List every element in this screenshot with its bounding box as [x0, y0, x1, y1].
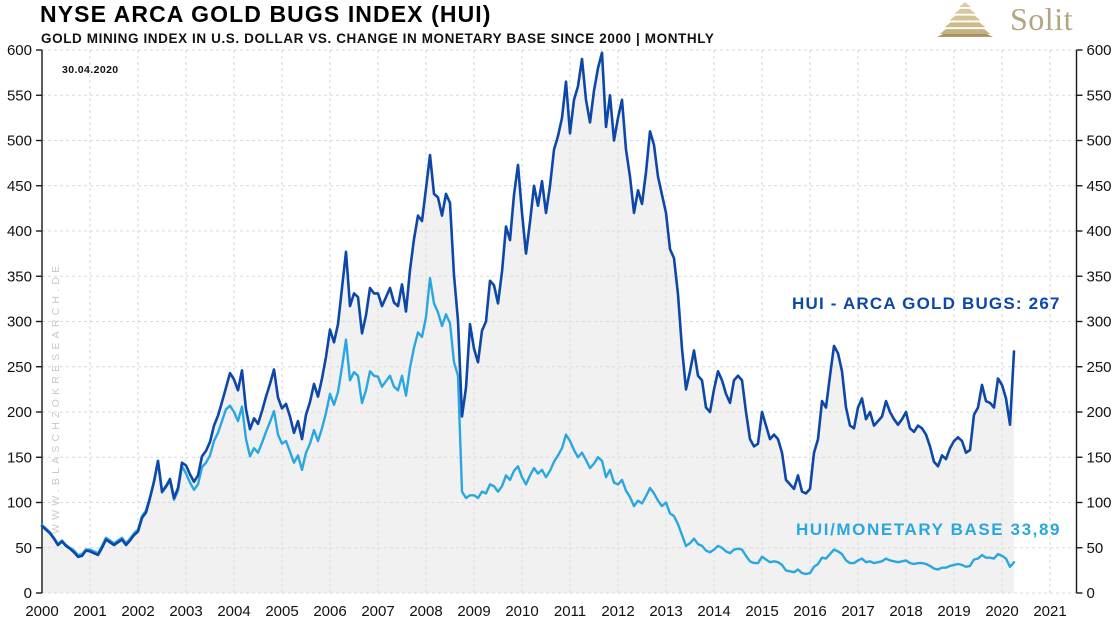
x-tick-year: 2017: [841, 603, 874, 620]
hui-area-fill: [42, 52, 1014, 593]
hui-line: [40, 51, 1016, 559]
series-label-hui: HUI - ARCA GOLD BUGS: 267: [792, 294, 1061, 313]
x-tick-year: 2010: [505, 603, 538, 620]
x-tick-year: 2005: [265, 603, 298, 620]
y-tick-left: 350: [7, 268, 32, 285]
x-tick-year: 2002: [121, 603, 154, 620]
y-tick-left: 200: [7, 404, 32, 421]
y-tick-right: 600: [1087, 42, 1112, 59]
x-tick-year: 2020: [985, 603, 1018, 620]
ratio-line: [40, 276, 1016, 576]
page-title: NYSE ARCA GOLD BUGS INDEX (HUI): [40, 1, 492, 27]
y-tick-right: 100: [1087, 495, 1112, 512]
y-tick-left: 300: [7, 314, 32, 331]
y-tick-right: 450: [1087, 178, 1112, 195]
y-tick-right: 300: [1087, 314, 1112, 331]
y-tick-right: 550: [1087, 87, 1112, 104]
x-tick-year: 2015: [745, 603, 778, 620]
y-tick-right: 50: [1087, 540, 1104, 557]
x-tick-year: 2011: [554, 603, 586, 620]
x-tick-year: 2001: [73, 603, 106, 620]
x-tick-year: 2013: [649, 603, 682, 620]
x-tick-year: 2009: [457, 603, 490, 620]
logo-text: Solit: [1010, 1, 1073, 37]
series-label-ratio: HUI/MONETARY BASE 33,89: [796, 520, 1062, 539]
x-tick-year: 2003: [169, 603, 202, 620]
y-tick-left: 100: [7, 495, 32, 512]
y-tick-right: 500: [1087, 133, 1112, 150]
y-tick-right: 400: [1087, 223, 1112, 240]
y-tick-left: 550: [7, 87, 32, 104]
y-tick-left: 50: [15, 540, 32, 557]
page-subtitle: GOLD MINING INDEX IN U.S. DOLLAR VS. CHA…: [41, 31, 715, 46]
x-tick-year: 2012: [601, 603, 634, 620]
y-tick-left: 500: [7, 133, 32, 150]
y-tick-left: 250: [7, 359, 32, 376]
y-tick-left: 0: [24, 585, 32, 602]
x-tick-year: 2019: [937, 603, 970, 620]
x-tick-year: 2018: [889, 603, 922, 620]
y-tick-right: 0: [1087, 585, 1095, 602]
y-tick-left: 600: [7, 42, 32, 59]
x-tick-year: 2007: [361, 603, 394, 620]
y-tick-right: 250: [1087, 359, 1112, 376]
x-tick-year: 2016: [793, 603, 826, 620]
y-tick-left: 400: [7, 223, 32, 240]
y-tick-right: 350: [1087, 268, 1112, 285]
x-tick-year: 2006: [313, 603, 346, 620]
y-tick-right: 200: [1087, 404, 1112, 421]
logo: Solit: [936, 2, 1073, 38]
axes: [36, 49, 1083, 594]
y-tick-left: 450: [7, 178, 32, 195]
x-tick-year: 2014: [697, 603, 730, 620]
x-tick-year: 2021: [1033, 603, 1066, 620]
x-tick-year: 2004: [217, 603, 250, 620]
y-tick-right: 150: [1087, 449, 1112, 466]
gold-pyramid-icon: [936, 2, 994, 37]
tick-labels: 0 0 50 50 100 100 150 150 200 200 250 250 300 300 350 3…: [7, 42, 1112, 620]
y-tick-left: 150: [7, 449, 32, 466]
x-tick-year: 2000: [25, 603, 58, 620]
x-tick-year: 2008: [409, 603, 442, 620]
